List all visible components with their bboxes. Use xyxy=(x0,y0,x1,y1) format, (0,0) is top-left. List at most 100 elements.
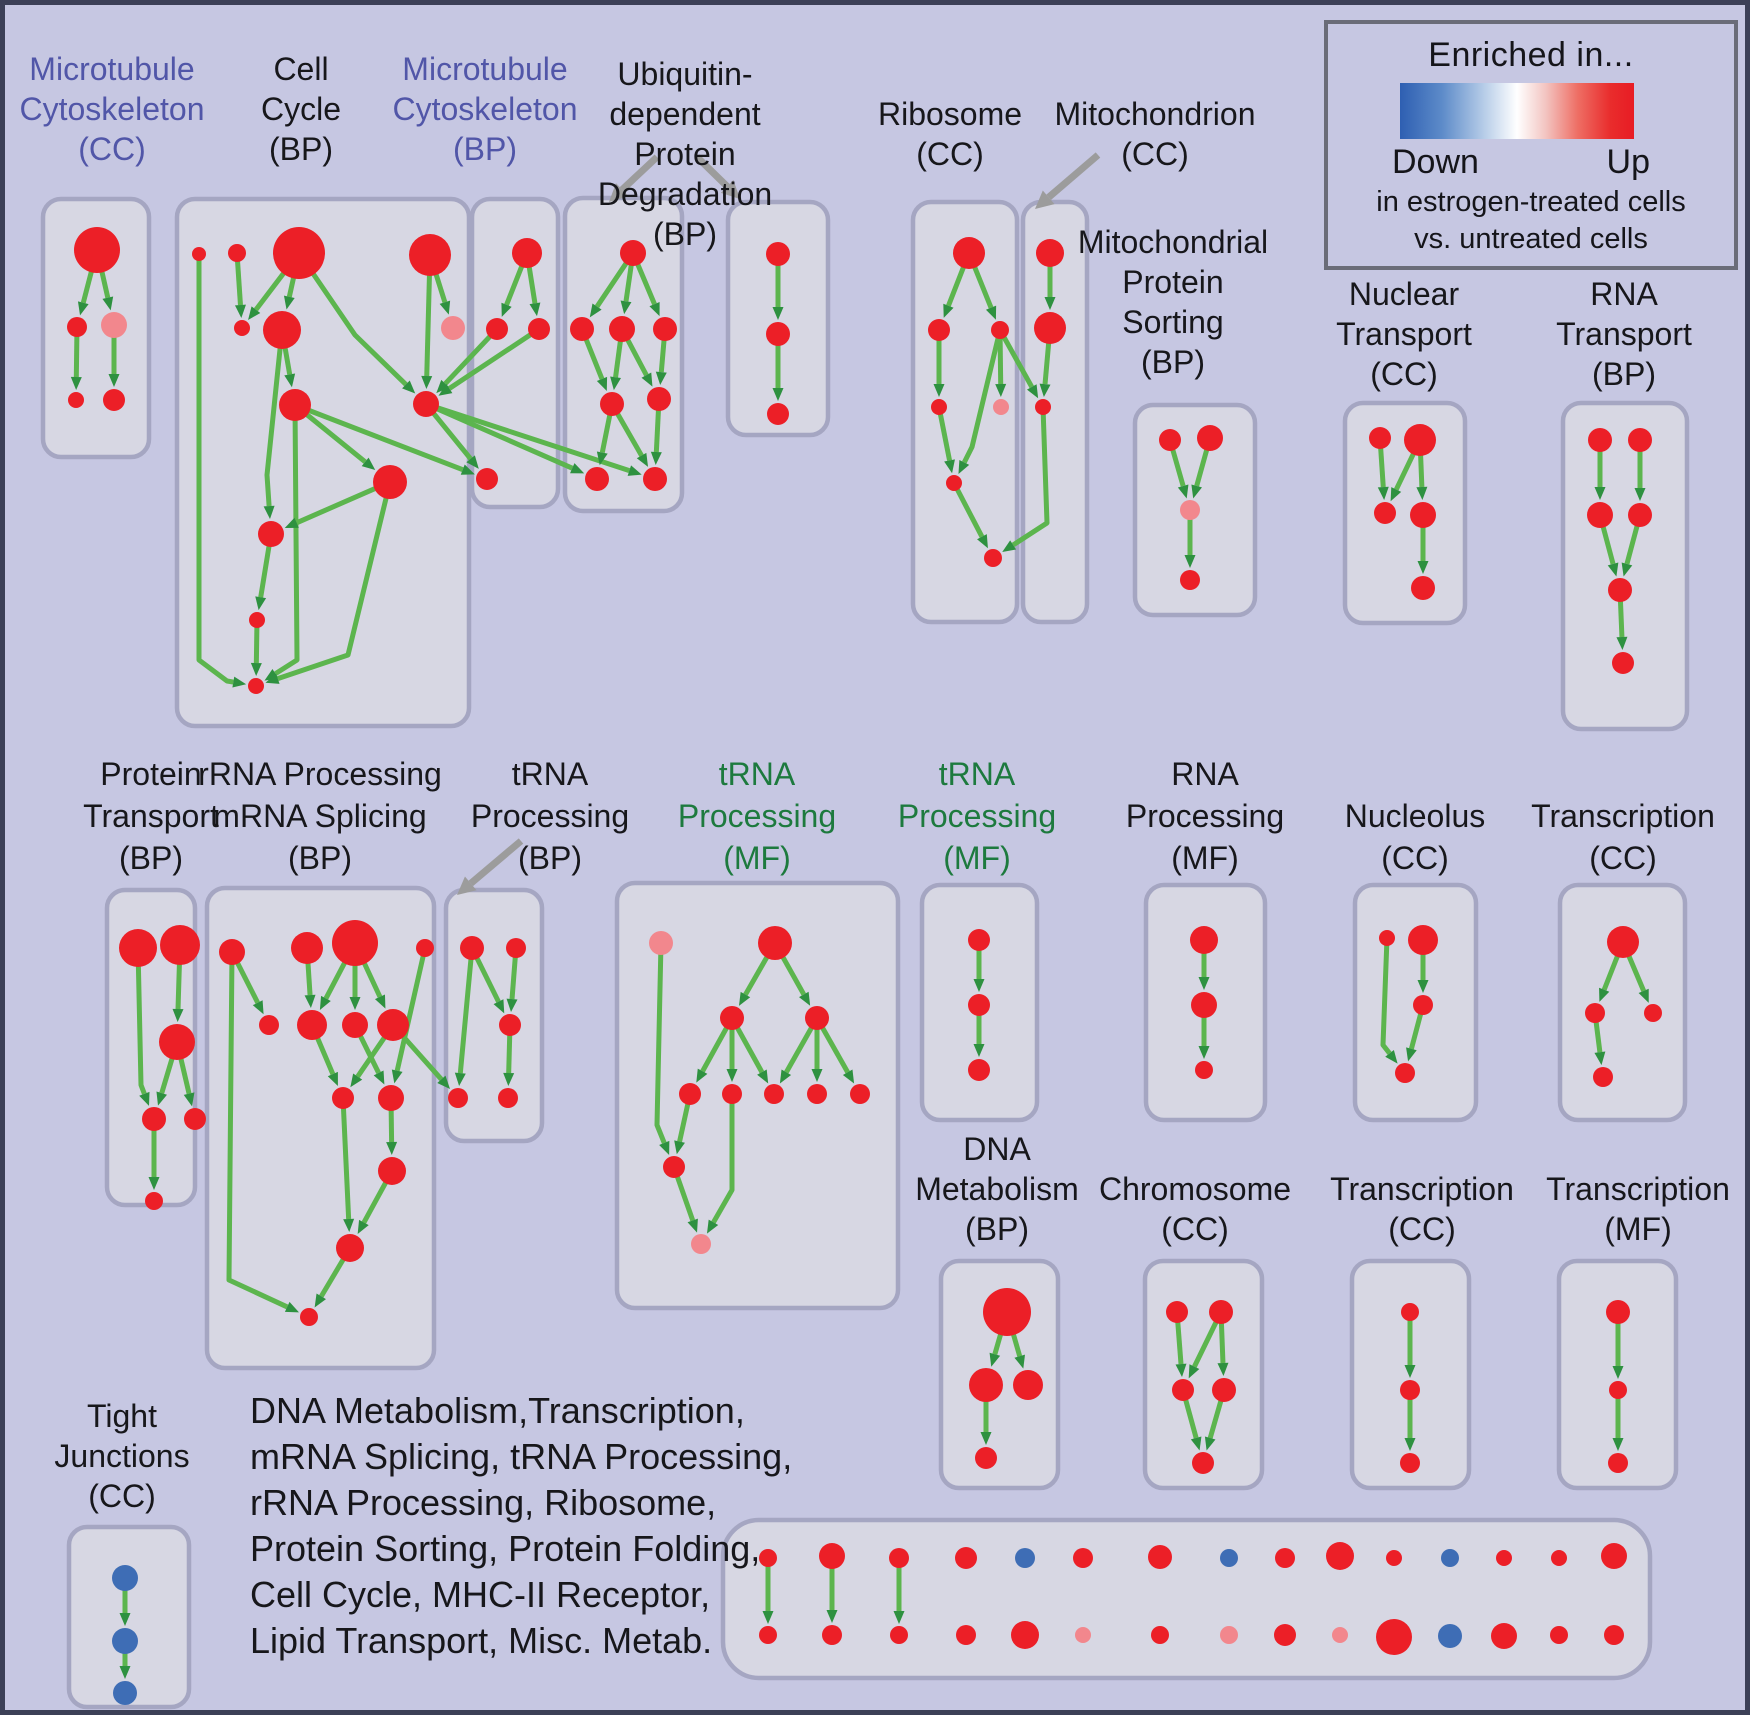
edge-q3-q7-head xyxy=(349,997,361,1010)
cluster-label-microtubule_bp: (BP) xyxy=(453,131,517,167)
cluster-label-trna_mf_small: tRNA xyxy=(939,756,1016,792)
go-term-node-k3 xyxy=(1644,1004,1662,1022)
edge-g4-g8-head xyxy=(811,1069,823,1082)
edge-cc9-u8 xyxy=(425,401,631,473)
edge-q1-q5-head xyxy=(252,1000,264,1015)
go-term-node-d1 xyxy=(983,1288,1031,1336)
edge-g4-g9-head xyxy=(842,1069,855,1084)
go-term-node-e3 xyxy=(1172,1379,1194,1401)
edge-cc6-cc8-head xyxy=(284,373,296,388)
legend-gradient-bar xyxy=(1400,83,1634,139)
edge-u6-u8-head xyxy=(650,451,662,466)
go-term-node-mb2 xyxy=(486,318,508,340)
edge-d1-d2-head xyxy=(989,1352,1001,1367)
cluster-label-trna_mf_small: (MF) xyxy=(943,840,1011,876)
edge-nt4-nt5-head xyxy=(1417,561,1429,574)
edge-q3-q6-head xyxy=(319,995,331,1010)
edge-q4-q10-head xyxy=(391,1069,403,1084)
edge-g10-g11-head xyxy=(687,1218,698,1233)
edge-r3-o3-head xyxy=(1026,384,1039,399)
cluster-label-rna_proc_mf: RNA xyxy=(1171,756,1239,792)
go-term-node-b8t xyxy=(1220,1549,1238,1567)
go-term-node-r3 xyxy=(991,321,1009,339)
go-term-node-mc2 xyxy=(67,317,87,337)
edge-x1-x2-head xyxy=(1612,1366,1624,1379)
edge-v1-v2-head xyxy=(772,307,784,320)
go-term-node-f1 xyxy=(1401,1303,1419,1321)
edge-rt4-rt5-head xyxy=(1621,562,1633,577)
edge-rt3-rt5-head xyxy=(1607,562,1619,577)
edge-mb1-mb3-head xyxy=(529,302,541,317)
edge-cc3-cc6-head xyxy=(283,295,295,310)
cluster-label-nucleolus: Nucleolus xyxy=(1345,798,1486,834)
edge-p3-p5-head xyxy=(183,1092,195,1107)
edge-cc4-cc7-head xyxy=(439,300,451,315)
go-term-node-nt1 xyxy=(1369,427,1391,449)
go-term-node-b1t xyxy=(759,1549,777,1567)
edge-k1-k3-head xyxy=(1638,988,1649,1003)
go-term-node-i1 xyxy=(1190,926,1218,954)
edge-h1-h2-head xyxy=(973,979,985,992)
edge-u1-u3-head xyxy=(620,300,632,315)
go-term-node-b15b xyxy=(1604,1625,1624,1645)
edge-cc11-cc12-head xyxy=(255,596,267,611)
go-term-node-o1 xyxy=(1036,239,1064,267)
edge-q8-q9-head xyxy=(350,1073,363,1088)
cluster-label-rna_transport: RNA xyxy=(1590,276,1658,312)
go-term-node-b11t xyxy=(1386,1550,1402,1566)
edge-q9-q12 xyxy=(340,1097,352,1220)
go-term-node-nt2 xyxy=(1404,424,1436,456)
go-term-node-g1 xyxy=(649,931,673,955)
cluster-label-nuclear_transport: (CC) xyxy=(1370,356,1438,392)
go-term-node-f3 xyxy=(1400,1453,1420,1473)
cluster-label-ubiquitin: Degradation xyxy=(598,176,772,212)
cluster-label-microtubule_cc: Cytoskeleton xyxy=(20,91,205,127)
go-term-node-w3 xyxy=(499,1014,521,1036)
go-term-node-u7 xyxy=(585,467,609,491)
cluster-label-chromosome: Chromosome xyxy=(1099,1171,1291,1207)
go-term-node-cc9 xyxy=(413,391,439,417)
go-term-node-g7 xyxy=(764,1084,784,1104)
cluster-label-protein_transport: (BP) xyxy=(119,840,183,876)
edge-b1t-b1b-head xyxy=(762,1611,774,1624)
edge-d1-d3-head xyxy=(1014,1354,1025,1369)
go-term-node-b14b xyxy=(1550,1626,1568,1644)
edge-q1-q13-head xyxy=(284,1301,300,1313)
go-term-node-g3 xyxy=(720,1006,744,1030)
go-term-node-e4 xyxy=(1212,1378,1236,1402)
go-term-node-p5 xyxy=(184,1108,206,1130)
go-term-node-rt1 xyxy=(1588,428,1612,452)
go-term-node-s1 xyxy=(1159,429,1181,451)
edge-rt1-rt3-head xyxy=(1594,487,1606,500)
edge-i1-i2-head xyxy=(1198,977,1210,990)
go-term-node-q9 xyxy=(332,1087,354,1109)
go-term-node-e5 xyxy=(1192,1452,1214,1474)
go-term-node-x2 xyxy=(1609,1381,1627,1399)
go-term-node-u1 xyxy=(620,240,646,266)
go-term-node-k4 xyxy=(1593,1067,1613,1087)
go-term-node-nt5 xyxy=(1411,576,1435,600)
edge-cc3-cc9-head xyxy=(402,380,416,394)
go-term-node-b1b xyxy=(759,1626,777,1644)
go-term-node-cc11 xyxy=(258,521,284,547)
edge-cc8-cc10-head xyxy=(361,457,376,471)
go-term-node-q4 xyxy=(416,939,434,957)
go-term-node-b4t xyxy=(955,1547,977,1569)
edge-s3-s4-head xyxy=(1184,555,1196,568)
cluster-label-misc_terms: rRNA Processing, Ribosome, xyxy=(250,1482,716,1523)
go-term-node-b5b xyxy=(1011,1621,1039,1649)
go-term-node-b6b xyxy=(1075,1627,1091,1643)
cluster-label-nuclear_transport: Transport xyxy=(1336,316,1472,352)
annotation-arrow xyxy=(619,154,660,193)
edge-i2-i3-head xyxy=(1198,1046,1210,1059)
go-term-node-t3 xyxy=(113,1681,137,1705)
cluster-label-rna_transport: (BP) xyxy=(1592,356,1656,392)
edge-q8-w4-head xyxy=(437,1075,451,1090)
go-term-node-mb1 xyxy=(512,238,542,268)
edge-q6-q9-head xyxy=(327,1071,338,1087)
go-term-node-b3b xyxy=(890,1626,908,1644)
edge-e3-e5-head xyxy=(1190,1436,1202,1451)
edge-g3-g6-head xyxy=(726,1069,738,1082)
go-term-node-r7 xyxy=(984,549,1002,567)
go-term-node-b15t xyxy=(1601,1543,1627,1569)
